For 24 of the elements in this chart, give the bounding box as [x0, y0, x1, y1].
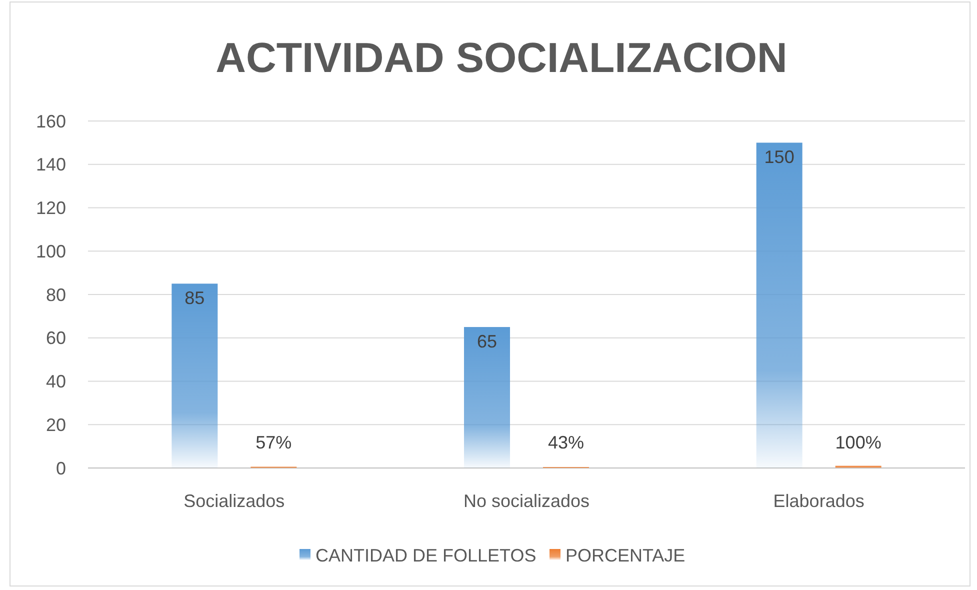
y-tick-label: 0 — [56, 458, 66, 478]
legend-label: PORCENTAJE — [566, 545, 686, 566]
y-tick-label: 160 — [36, 111, 66, 132]
y-tick-label: 100 — [36, 241, 66, 262]
legend-label: CANTIDAD DE FOLLETOS — [316, 545, 536, 566]
x-tick-label: No socializados — [463, 491, 590, 511]
bar — [756, 142, 802, 468]
data-label: 100% — [835, 432, 882, 452]
data-label: 150 — [764, 146, 794, 167]
bar — [464, 327, 510, 468]
y-tick-label: 80 — [46, 284, 66, 305]
x-tick-label: Elaborados — [773, 491, 864, 511]
x-tick-label: Socializados — [184, 491, 285, 511]
y-tick-label: 60 — [46, 328, 66, 348]
data-label: 57% — [256, 432, 292, 452]
data-label: 43% — [548, 432, 584, 452]
data-label: 65 — [476, 331, 498, 352]
bar — [172, 284, 218, 468]
y-tick-label: 40 — [46, 372, 66, 392]
y-tick-label: 20 — [46, 414, 66, 435]
y-tick-label: 120 — [36, 198, 66, 218]
data-label: 85 — [184, 288, 205, 308]
chart-title: ACTIVIDAD SOCIALIZACION — [216, 34, 788, 81]
y-tick-label: 140 — [36, 154, 66, 175]
